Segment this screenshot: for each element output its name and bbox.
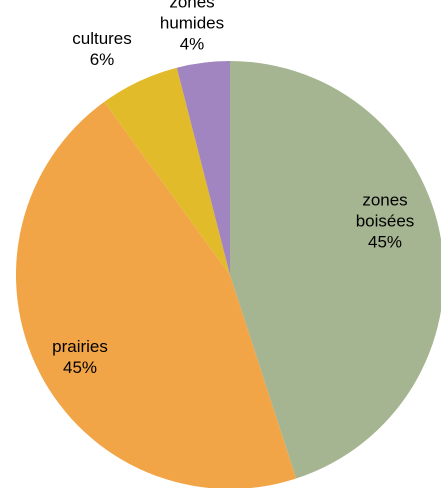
pie-slice-value-label: 6% xyxy=(90,50,115,69)
pie-slice-1 xyxy=(16,101,297,488)
pie-slice-2 xyxy=(104,67,230,275)
pie-slice-value-label: 45% xyxy=(368,232,402,251)
pie-slice-category-label: humides xyxy=(160,13,224,32)
pie-slices xyxy=(16,60,441,488)
pie-slice-3 xyxy=(176,60,230,275)
pie-slice-0 xyxy=(230,61,441,479)
pie-slice-value-label: 45% xyxy=(63,358,97,377)
pie-slice-category-label: zones xyxy=(169,0,214,11)
pie-slice-value-label: 4% xyxy=(180,34,205,53)
pie-slice-label-2: cultures 6% xyxy=(72,29,132,69)
pie-slice-label-3: zones humides 4% xyxy=(160,0,224,53)
pie-slice-category-label: zones xyxy=(362,190,407,209)
pie-slice-label-1: prairies 45% xyxy=(52,337,108,377)
pie-slice-category-label: prairies xyxy=(52,337,108,356)
pie-labels: zones boisées 45% prairies 45% cultures 6% zone… xyxy=(52,0,414,377)
pie-slice-label-0: zones boisées 45% xyxy=(356,190,415,251)
pie-slice-category-label: cultures xyxy=(72,29,132,48)
pie-slice-category-label: boisées xyxy=(356,211,415,230)
